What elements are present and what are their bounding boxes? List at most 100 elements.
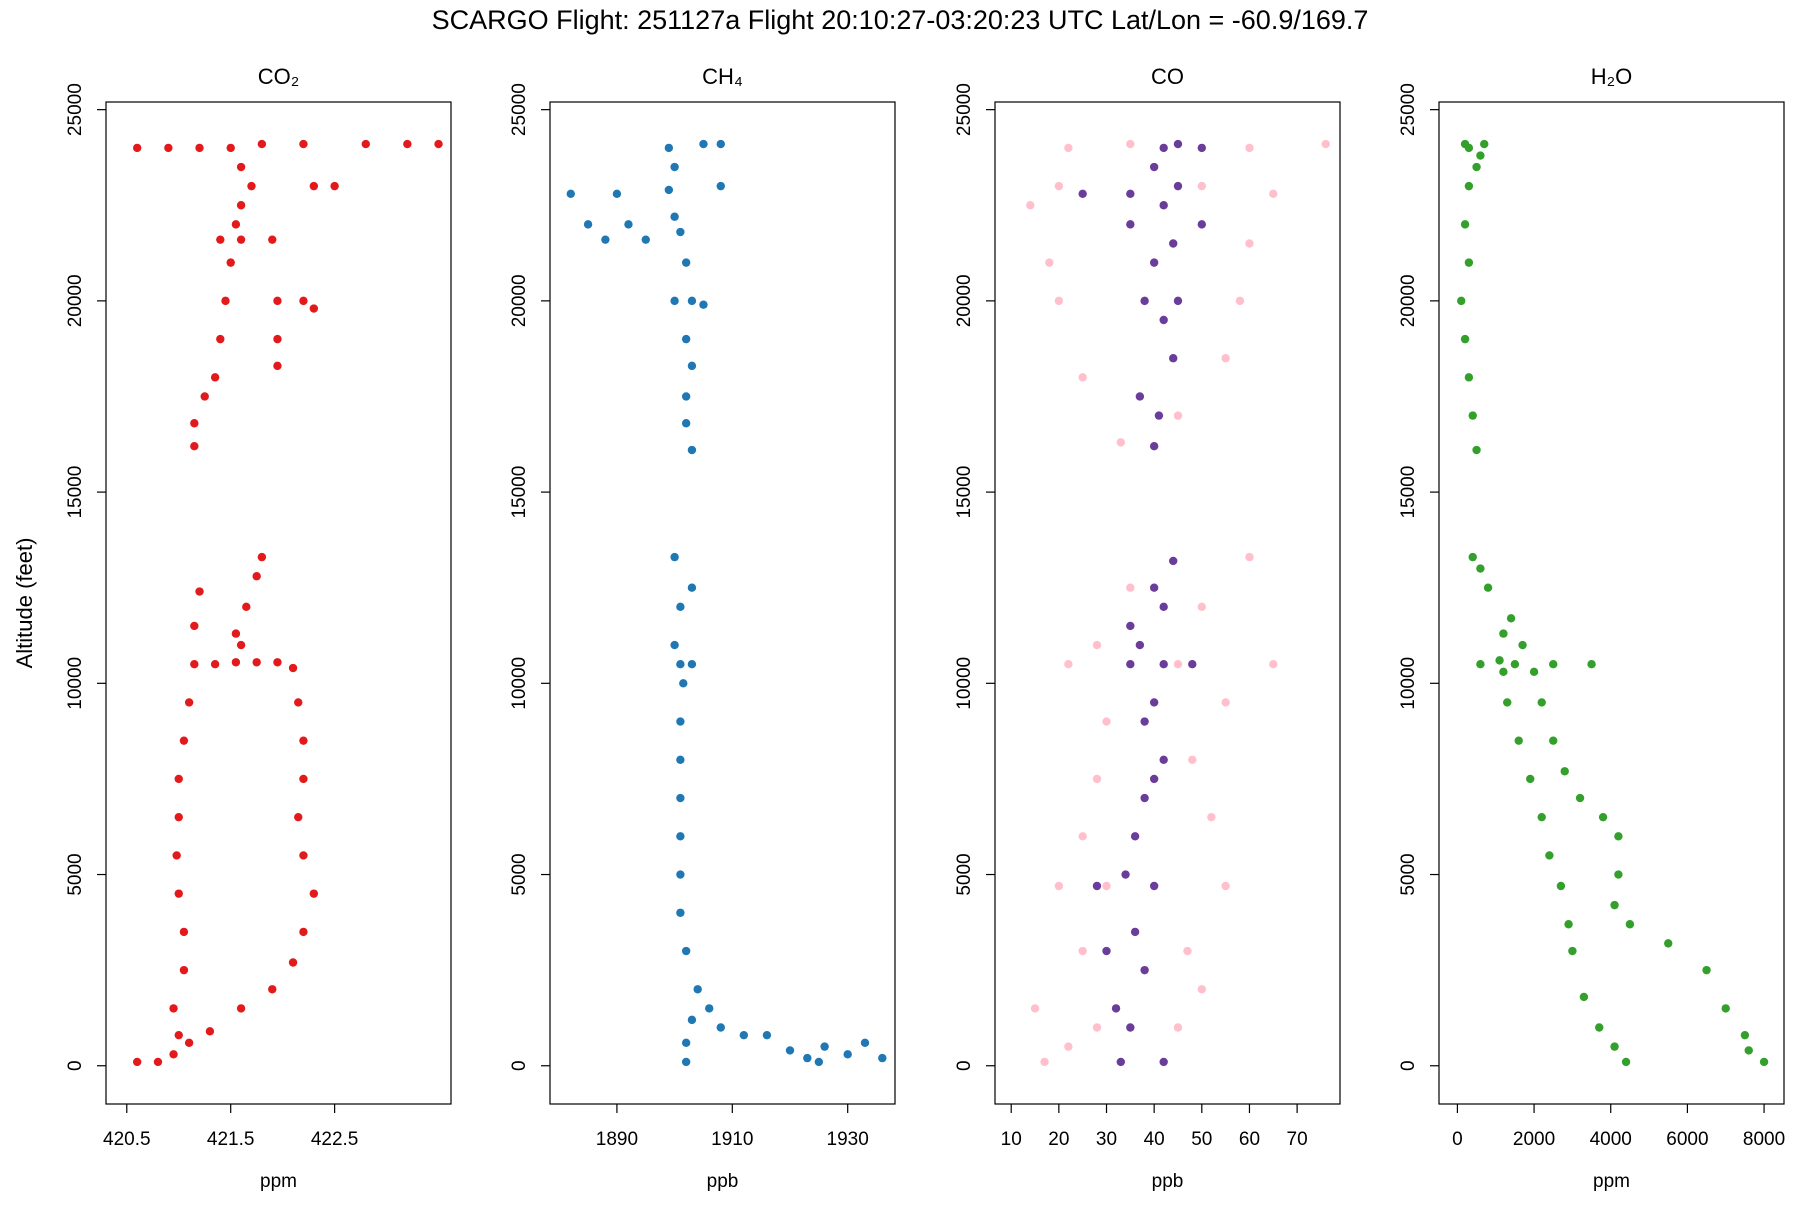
- point: [820, 1042, 829, 1051]
- point: [195, 143, 204, 153]
- point: [1040, 1057, 1049, 1067]
- point: [664, 143, 674, 153]
- point: [1188, 659, 1197, 669]
- point: [1483, 583, 1493, 592]
- point: [210, 659, 220, 669]
- y-tick-label: 25000: [65, 83, 86, 136]
- point: [164, 143, 173, 153]
- point: [601, 235, 610, 244]
- point: [676, 793, 685, 803]
- point: [679, 679, 688, 688]
- point: [132, 1057, 142, 1067]
- point: [1078, 189, 1087, 198]
- chart-title: SCARGO Flight: 251127a Flight 20:10:27-0…: [432, 5, 1369, 35]
- point: [184, 1038, 194, 1048]
- point: [670, 640, 679, 650]
- point: [226, 143, 235, 153]
- point: [1126, 621, 1135, 631]
- point: [1054, 181, 1064, 191]
- point: [1078, 946, 1087, 956]
- x-tick-label: 50: [1191, 1129, 1212, 1150]
- point: [1102, 881, 1111, 891]
- point: [179, 736, 189, 745]
- point: [273, 296, 282, 306]
- point: [1269, 189, 1278, 198]
- point: [1468, 552, 1477, 562]
- point: [1197, 220, 1207, 229]
- point: [257, 139, 267, 149]
- point: [705, 1004, 714, 1013]
- point: [687, 445, 697, 455]
- point: [1245, 552, 1254, 562]
- point: [1102, 946, 1111, 956]
- point: [785, 1046, 795, 1055]
- point: [299, 736, 308, 745]
- point: [1598, 812, 1608, 822]
- x-axis-label: ppm: [260, 1171, 297, 1192]
- point: [169, 1050, 178, 1059]
- x-tick-label: 2000: [1513, 1129, 1555, 1150]
- x-axis-label: ppb: [707, 1171, 739, 1192]
- point: [1621, 1057, 1631, 1067]
- point: [252, 572, 261, 581]
- point: [174, 1030, 183, 1040]
- point: [309, 889, 319, 898]
- point: [676, 227, 685, 237]
- point: [1480, 139, 1489, 149]
- point: [1159, 659, 1168, 669]
- plot-frame: [549, 101, 896, 1105]
- point: [1464, 258, 1474, 267]
- point: [179, 927, 189, 937]
- point: [814, 1057, 824, 1067]
- point: [1476, 151, 1485, 160]
- point: [1514, 736, 1523, 745]
- point: [1149, 258, 1159, 267]
- panel-title: CH₄: [702, 64, 743, 89]
- y-tick-label: 20000: [954, 274, 975, 327]
- point: [1126, 659, 1135, 669]
- point: [1169, 556, 1178, 566]
- y-tick-label: 10000: [954, 657, 975, 710]
- point: [257, 552, 267, 562]
- point: [299, 851, 308, 860]
- x-axis-label: ppb: [1152, 1171, 1184, 1192]
- point: [1116, 438, 1126, 447]
- point: [1529, 667, 1539, 677]
- point: [1159, 755, 1168, 765]
- point: [1149, 583, 1159, 592]
- point: [676, 717, 685, 726]
- point: [1549, 659, 1558, 669]
- point: [236, 640, 246, 650]
- point: [676, 908, 685, 917]
- point: [687, 296, 697, 306]
- point: [1140, 717, 1149, 726]
- point: [1221, 354, 1230, 363]
- point: [1149, 774, 1159, 784]
- x-tick-label: 30: [1096, 1129, 1117, 1150]
- point: [1614, 832, 1623, 841]
- point: [299, 774, 308, 784]
- point: [687, 583, 697, 592]
- point: [174, 812, 183, 822]
- point: [210, 373, 220, 382]
- point: [1476, 564, 1485, 573]
- point: [1269, 659, 1278, 669]
- point: [226, 258, 235, 267]
- point: [1245, 143, 1254, 153]
- point: [1154, 411, 1164, 420]
- point: [878, 1053, 887, 1063]
- point: [1221, 698, 1230, 707]
- point: [299, 296, 308, 306]
- point: [1664, 939, 1673, 948]
- point: [1149, 441, 1159, 451]
- x-tick-label: 70: [1287, 1129, 1308, 1150]
- point: [1173, 181, 1183, 191]
- point: [1140, 793, 1149, 803]
- point: [1560, 767, 1569, 776]
- point: [1149, 881, 1159, 891]
- point: [288, 958, 298, 967]
- x-tick-label: 422.5: [311, 1129, 359, 1150]
- point: [200, 392, 209, 401]
- point: [676, 602, 685, 612]
- point: [1556, 881, 1566, 891]
